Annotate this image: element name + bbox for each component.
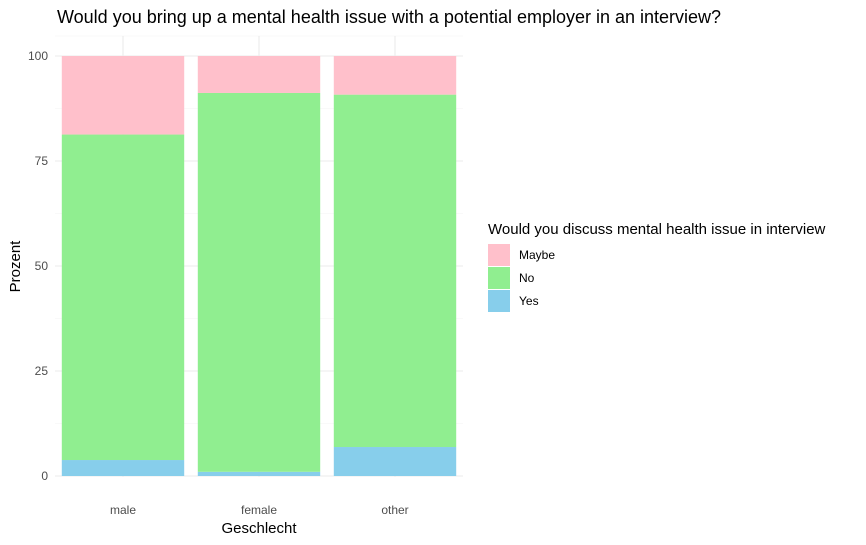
- bar-female-yes: [197, 471, 321, 476]
- legend-swatch-maybe: [488, 244, 510, 266]
- x-tick-label: male: [110, 503, 136, 517]
- x-axis-title: Geschlecht: [221, 520, 297, 537]
- y-tick-label: 75: [35, 154, 49, 168]
- y-tick-label: 50: [35, 259, 49, 273]
- legend-swatch-no: [488, 267, 510, 289]
- chart-title: Would you bring up a mental health issue…: [57, 7, 721, 27]
- legend-label-no: No: [519, 271, 535, 285]
- bar-female-no: [197, 92, 321, 472]
- legend-label-yes: Yes: [519, 294, 539, 308]
- bar-male-yes: [61, 460, 185, 476]
- x-axis-ticks: male female other: [110, 503, 409, 517]
- x-tick-label: other: [381, 503, 408, 517]
- x-tick-label: female: [241, 503, 277, 517]
- y-tick-label: 100: [28, 49, 48, 63]
- y-tick-label: 0: [41, 469, 48, 483]
- bars: [61, 56, 457, 476]
- bar-other-maybe: [333, 56, 457, 95]
- legend-title: Would you discuss mental health issue in…: [488, 221, 826, 238]
- bar-male-no: [61, 134, 185, 461]
- y-tick-label: 25: [35, 364, 49, 378]
- bar-male-maybe: [61, 56, 185, 135]
- y-axis-title: Prozent: [7, 240, 24, 293]
- bar-other-yes: [333, 447, 457, 476]
- legend-swatch-yes: [488, 290, 510, 312]
- legend: Would you discuss mental health issue in…: [488, 221, 826, 312]
- bar-female-maybe: [197, 56, 321, 93]
- legend-label-maybe: Maybe: [519, 248, 555, 262]
- y-axis-ticks: 0 25 50 75 100: [28, 49, 48, 483]
- bar-other-no: [333, 94, 457, 448]
